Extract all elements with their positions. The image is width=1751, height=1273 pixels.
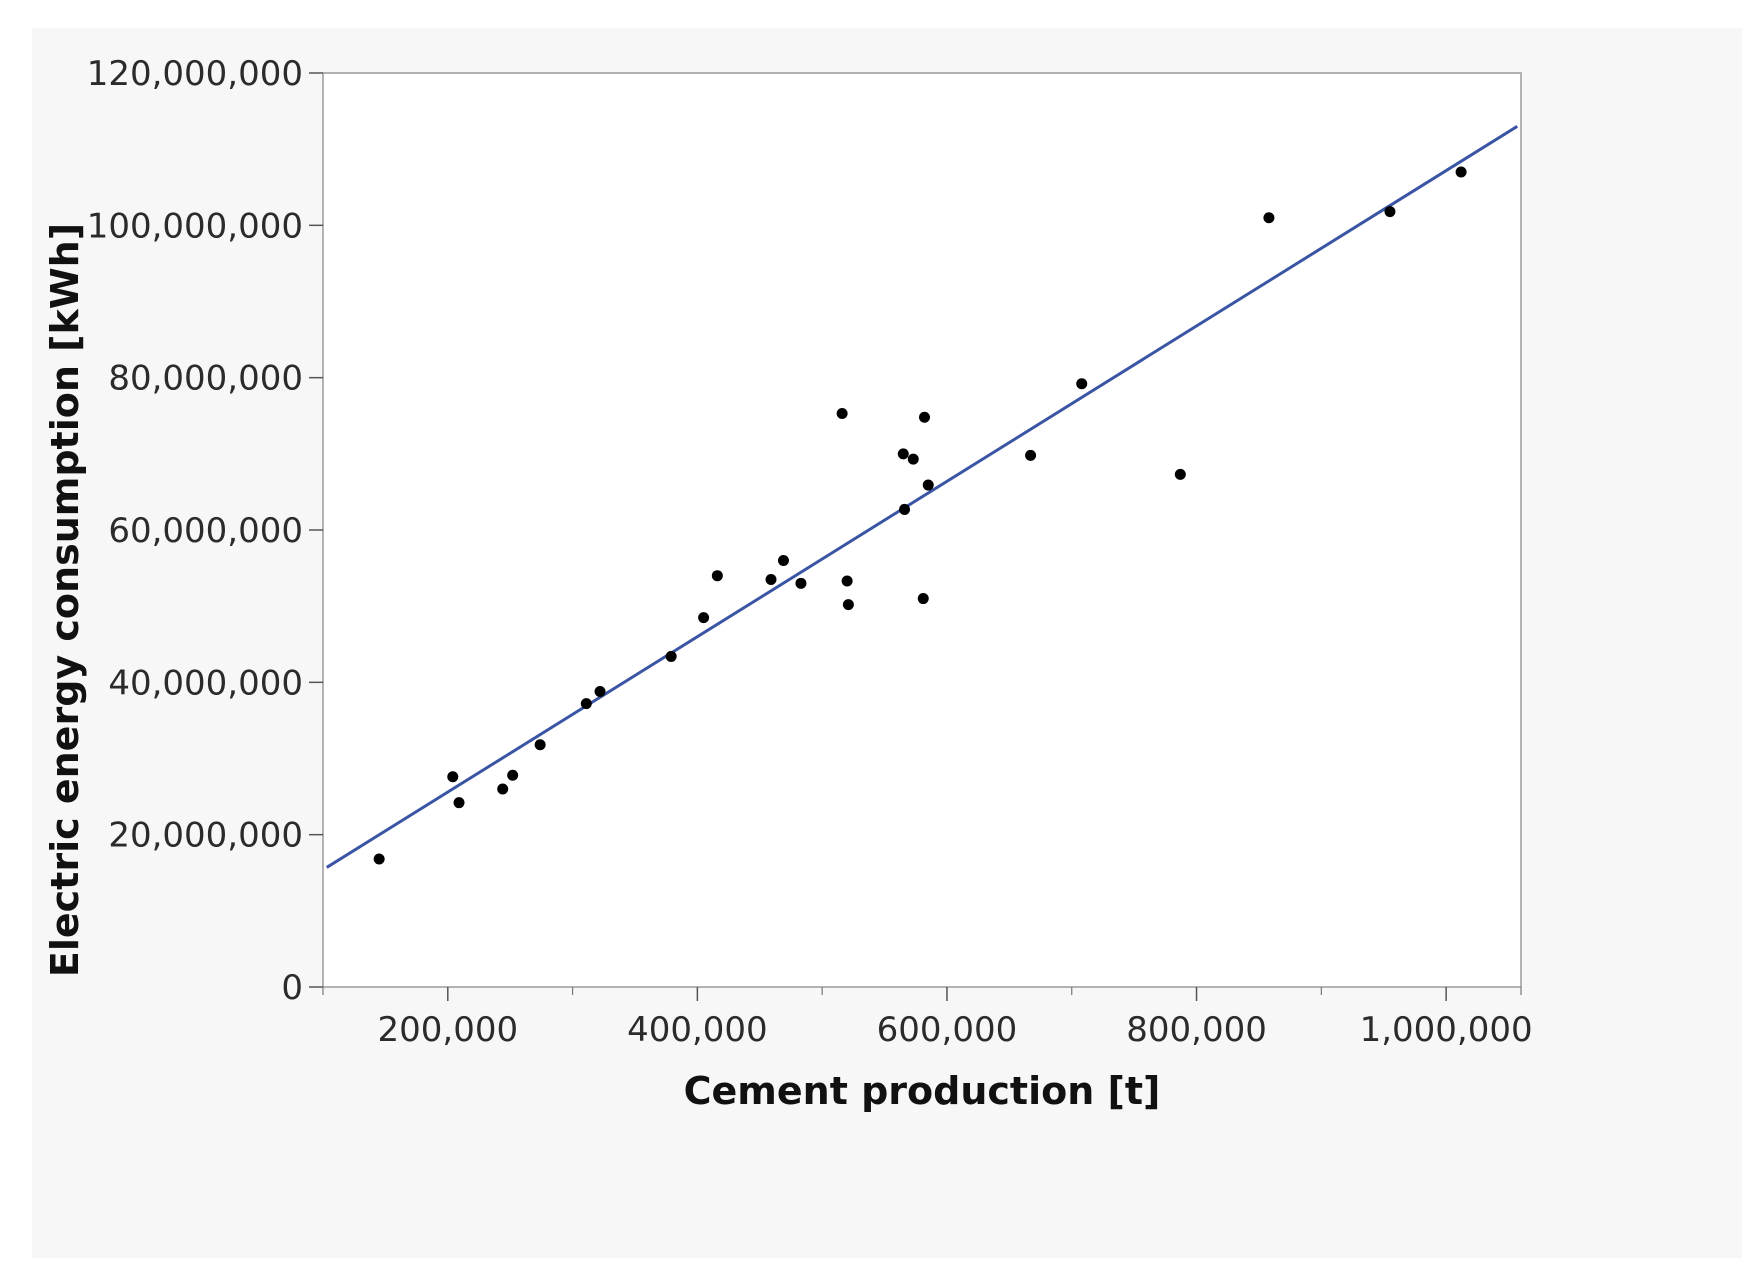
data-point [1263,212,1275,224]
y-tick-label: 120,000,000 [87,54,303,94]
data-point [922,479,934,491]
data-point [897,448,909,460]
data-point [1174,468,1186,480]
data-point [765,574,777,586]
y-tick-label: 60,000,000 [108,511,303,551]
data-point [507,769,519,781]
x-tick-label: 600,000 [877,1010,1018,1050]
x-tick-label: 1,000,000 [1360,1010,1533,1050]
data-point [899,503,911,515]
data-point [842,599,854,611]
y-tick-label: 100,000,000 [87,206,303,246]
data-point [534,739,546,751]
data-point [373,853,385,865]
data-point [918,411,930,423]
x-tick-label: 800,000 [1126,1010,1267,1050]
data-points [373,166,1467,865]
data-point [447,771,459,783]
data-point [1025,449,1037,461]
data-point [711,570,723,582]
regression-line-group [325,125,1519,869]
x-axis-title: Cement production [t] [684,1069,1161,1113]
data-point [1076,378,1088,390]
y-tick-label: 80,000,000 [108,359,303,399]
data-point [594,685,606,697]
data-point [698,612,710,624]
x-axis-ticks: 200,000 400,000 600,000 800,000 1,000,000 [322,987,1533,1050]
data-point [777,554,789,566]
x-tick-label: 200,000 [377,1010,518,1050]
data-point [795,577,807,589]
data-point [497,783,509,795]
data-point [1384,206,1396,218]
y-axis-title: Electric energy consumption [kWh] [43,223,87,977]
y-tick-label: 40,000,000 [108,663,303,703]
data-point [917,593,929,605]
data-point [580,698,592,710]
x-tick-label: 400,000 [627,1010,768,1050]
y-tick-label: 0 [281,968,303,1008]
data-point [907,453,919,465]
y-tick-label: 20,000,000 [108,816,303,856]
plot-area [322,72,1522,988]
data-point [1455,166,1467,178]
data-point [836,407,848,419]
data-point [841,575,853,587]
plot-frame [322,72,1522,988]
y-axis-ticks: 0 20,000,000 40,000,000 60,000,000 80,000,00… [87,54,323,1008]
data-point [453,797,465,809]
regression-line [325,125,1519,869]
data-point [665,650,677,662]
